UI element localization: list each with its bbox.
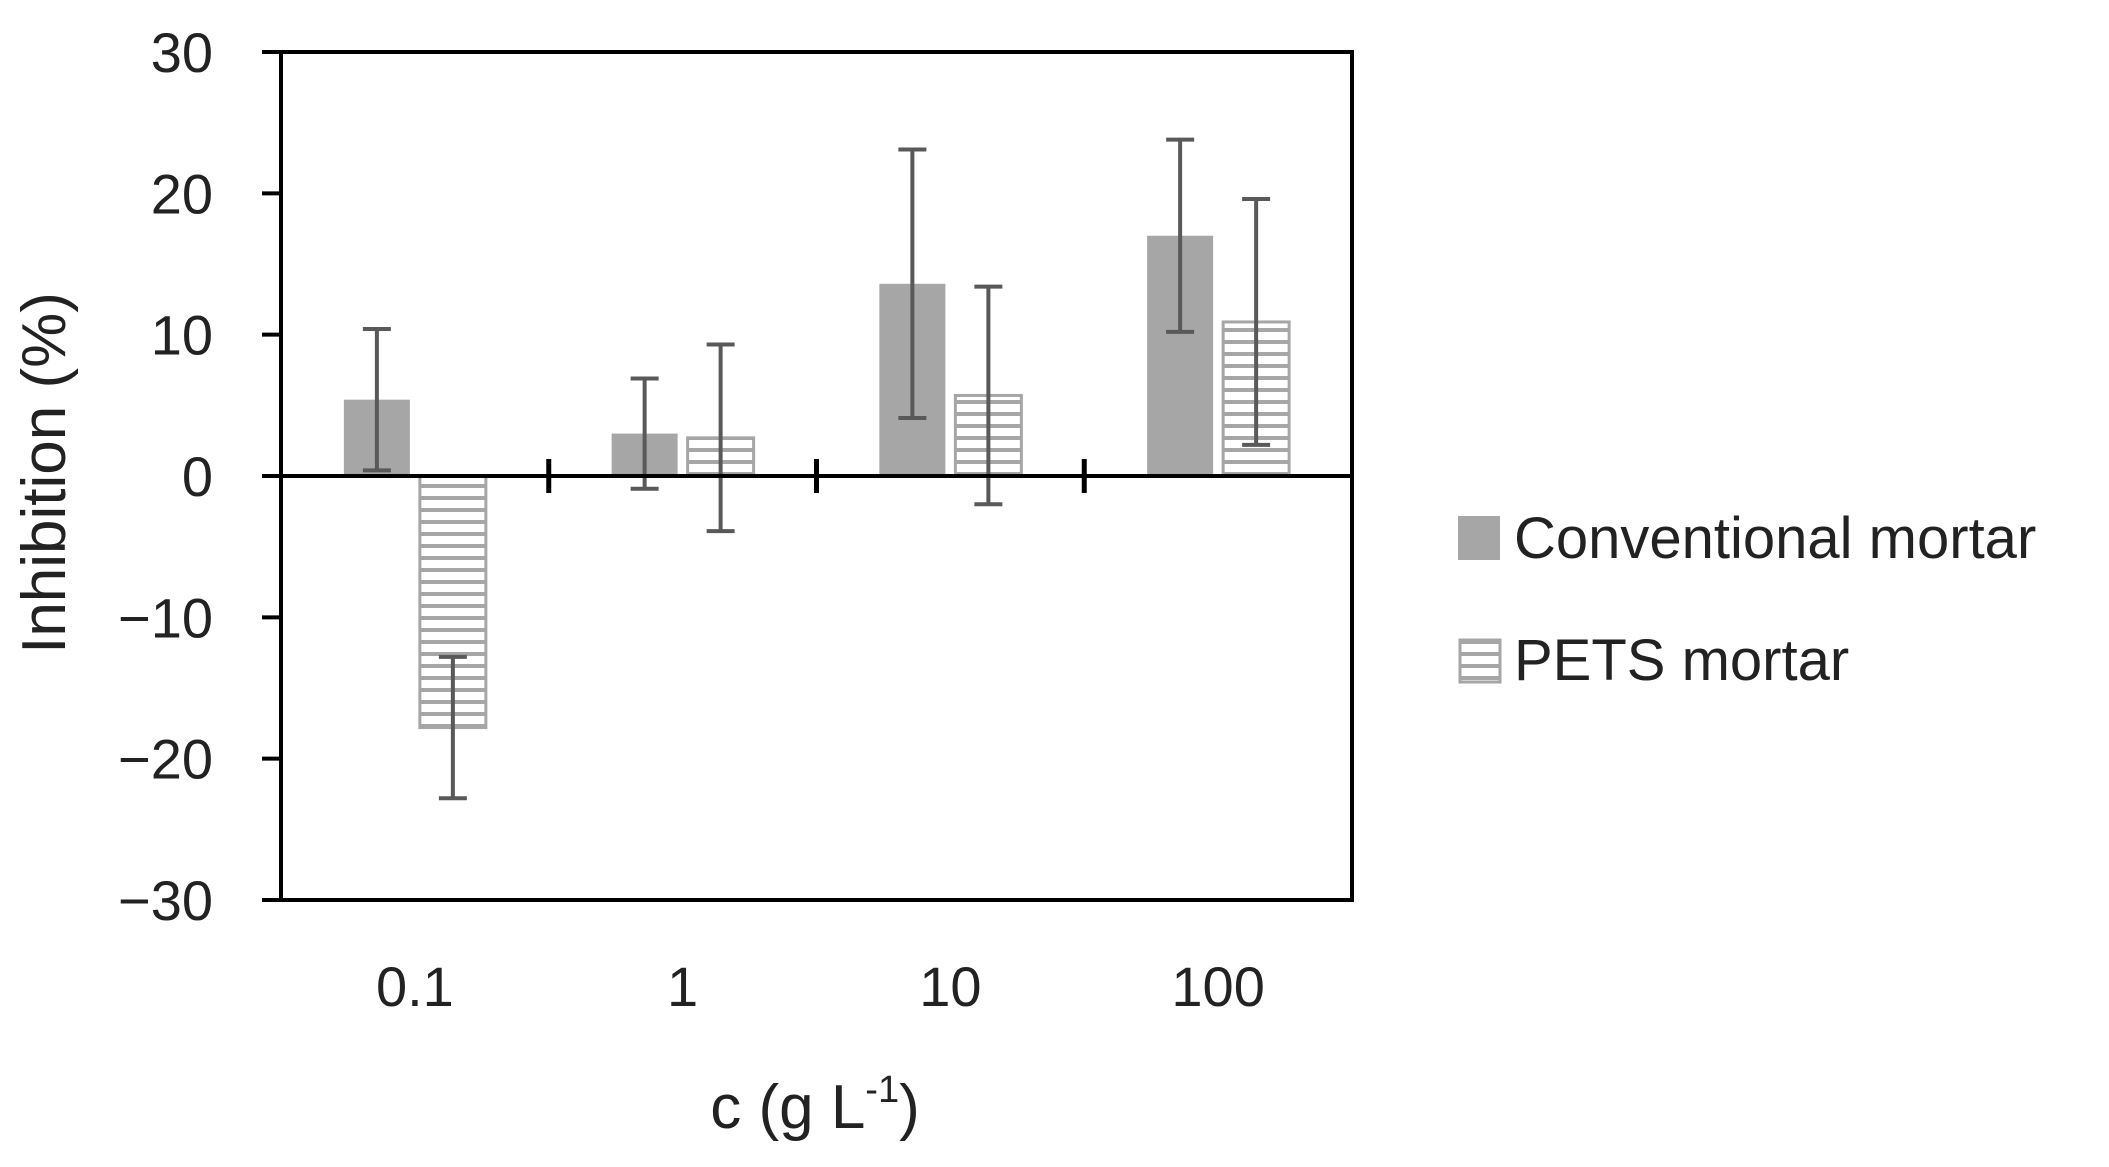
y-tick-label: −20 [118,728,213,791]
x-axis-title-superscript: -1 [865,1069,899,1111]
x-axis-title-main: c (g L [710,1073,865,1142]
legend-label-pets: PETS mortar [1514,628,1849,693]
legend-swatch-conventional [1458,516,1500,560]
x-tick-label: 0.1 [376,955,454,1018]
y-tick-label: 30 [151,21,213,84]
y-axis-tick-labels: −30 −20 −10 0 10 20 30 [118,21,281,932]
y-tick-label: −10 [118,586,213,649]
axes [279,50,1354,902]
legend-label-conventional: Conventional mortar [1514,506,2036,571]
legend: Conventional mortar PETS mortar [1458,506,2036,693]
y-axis-title: Inhibition (%) [10,292,79,654]
y-tick-label: 10 [151,304,213,367]
x-axis-title: c (g L-1) [710,1069,920,1142]
legend-swatch-pets [1458,638,1502,684]
error-bars [362,137,1271,801]
y-tick-label: −30 [118,869,213,932]
x-tick-label: 10 [919,955,981,1018]
x-tick-label: 1 [667,955,698,1018]
y-tick-label: 0 [182,445,213,508]
x-tick-label: 100 [1171,955,1264,1018]
x-axis-tick-labels: 0.1 1 10 100 [376,955,1265,1018]
y-tick-label: 20 [151,162,213,225]
x-axis-title-suffix: ) [899,1073,920,1142]
